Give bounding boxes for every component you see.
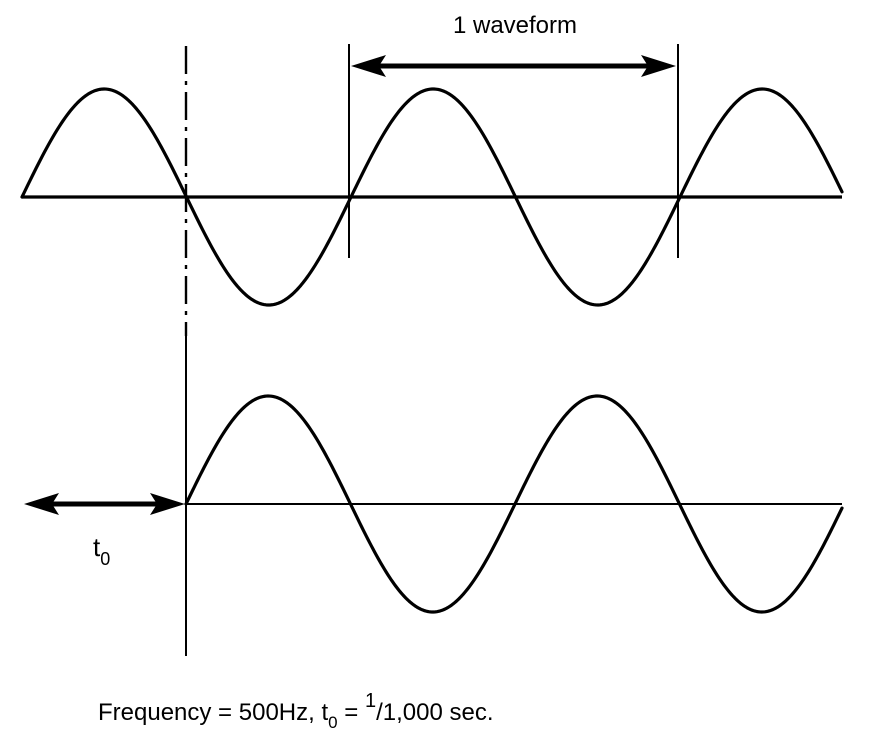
waveform-arrow-left-head xyxy=(351,55,386,77)
caption-sup: 1 xyxy=(365,690,376,712)
top-sine-wave xyxy=(20,87,844,307)
t0-label-sub: 0 xyxy=(100,549,110,569)
caption-part2: /1,000 sec. xyxy=(376,699,493,726)
t0-arrow-right-head xyxy=(150,493,185,515)
top-wave-group xyxy=(20,87,844,307)
waveform-arrow xyxy=(351,55,676,77)
bottom-wave-group xyxy=(184,336,844,656)
caption-eq: = xyxy=(338,699,365,726)
t0-arrow-left-head xyxy=(24,493,59,515)
bottom-sine-wave xyxy=(184,394,844,614)
waveform-arrow-right-head xyxy=(641,55,676,77)
t0-label-main: t xyxy=(93,532,101,562)
t0-arrow xyxy=(24,493,185,515)
caption-sub: 0 xyxy=(328,713,337,732)
caption: Frequency = 500Hz, t0 = 1/1,000 sec. xyxy=(98,690,494,732)
t0-label: t0 xyxy=(93,532,110,569)
caption-part1: Frequency = 500Hz, t xyxy=(98,699,328,726)
waveform-label: 1 waveform xyxy=(453,12,577,39)
